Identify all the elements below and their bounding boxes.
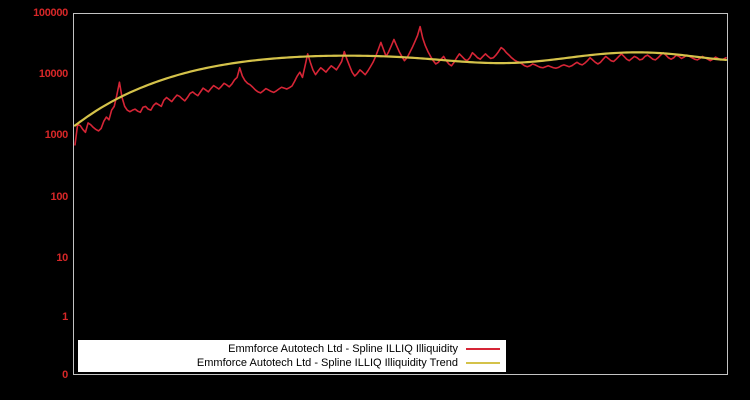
y-axis: 100000 10000 1000 100 10 1 0: [0, 0, 68, 400]
y-axis-tick-label: 1: [62, 311, 68, 323]
plot-area: [73, 13, 728, 375]
chart-legend: Emmforce Autotech Ltd - Spline ILLIQ Ill…: [78, 340, 506, 372]
legend-entry[interactable]: Emmforce Autotech Ltd - Spline ILLIQ Ill…: [78, 342, 506, 356]
legend-color-swatch: [466, 362, 500, 364]
legend-label: Emmforce Autotech Ltd - Spline ILLIQ Ill…: [196, 356, 458, 369]
y-axis-tick-label: 10: [56, 252, 68, 264]
legend-entry[interactable]: Emmforce Autotech Ltd - Spline ILLIQ Ill…: [78, 356, 506, 370]
plot-svg: [74, 14, 727, 374]
y-axis-tick-label: 0: [62, 369, 68, 381]
y-axis-tick-label: 10000: [38, 68, 68, 80]
y-axis-tick-label: 1000: [44, 129, 69, 141]
y-axis-tick-label: 100000: [33, 7, 68, 19]
series-line-illiquidity: [75, 27, 726, 145]
series-line-trend: [75, 52, 726, 125]
y-axis-tick-label: 100: [50, 191, 69, 203]
legend-label: Emmforce Autotech Ltd - Spline ILLIQ Ill…: [228, 342, 458, 355]
legend-color-swatch: [466, 348, 500, 350]
